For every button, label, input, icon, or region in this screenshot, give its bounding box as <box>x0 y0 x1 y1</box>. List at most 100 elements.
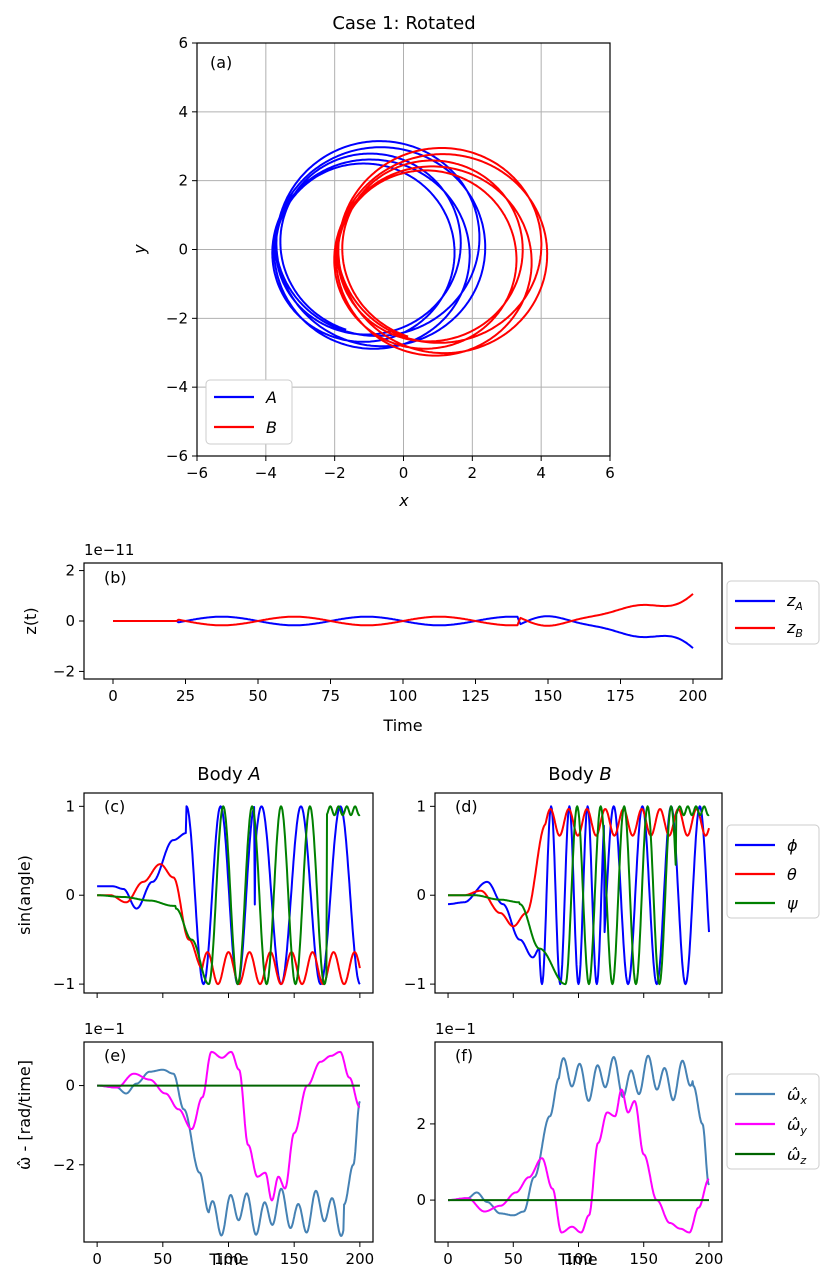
x-tick-label: 200 <box>695 1250 724 1268</box>
figure-title: Case 1: Rotated <box>332 13 475 34</box>
y-tick-label: 2 <box>416 1115 426 1133</box>
y-tick-label: 0 <box>65 886 75 904</box>
y-tick-label: 4 <box>178 103 188 121</box>
y-tick-label: 0 <box>178 241 188 259</box>
legend-label-phi: ϕ <box>787 836 798 855</box>
series-theta-b <box>447 808 710 928</box>
x-tick-label: 175 <box>606 687 635 705</box>
legend-label-wx: ω̂x <box>787 1085 807 1107</box>
x-tick-label: 100 <box>564 1250 593 1268</box>
x-tick-label: 200 <box>679 687 708 705</box>
panel-b-xlabel: Time <box>382 716 422 735</box>
series-psi-b <box>447 805 710 986</box>
panel-a-ticks: −6 −4 −2 0 2 4 6 6 4 2 0 −2 −4 −6 <box>166 34 615 482</box>
panel-b-label: (b) <box>104 568 127 587</box>
y-tick-label: −2 <box>166 309 188 327</box>
x-tick-label: 50 <box>504 1250 523 1268</box>
y-tick-label: 2 <box>65 562 75 580</box>
series-phi-b <box>447 805 710 986</box>
y-tick-label: −1 <box>53 975 75 993</box>
legend-label-zb: zB <box>786 618 803 640</box>
panel-f-xlabel: Time <box>557 1250 597 1269</box>
legend-box <box>726 1073 820 1170</box>
panel-e-offset: 1e−1 <box>84 1020 125 1038</box>
y-tick-label: −4 <box>166 378 188 396</box>
x-tick-label: 125 <box>461 687 490 705</box>
panel-d-curves <box>447 805 710 986</box>
y-tick-label: 2 <box>178 172 188 190</box>
x-tick-label: −6 <box>186 464 208 482</box>
panel-e-xlabel: Time <box>208 1250 248 1269</box>
panel-a-label: (a) <box>210 53 232 72</box>
panel-b-ticks: 0 25 50 75 100 125 150 175 200 2 0 −2 <box>53 562 707 705</box>
panel-c-ylabel: sin(angle) <box>15 855 34 935</box>
series-zb <box>113 593 694 627</box>
y-tick-label: 1 <box>416 797 426 815</box>
panel-e-ticks: 0 50 100 150 200 0 −2 <box>53 1077 374 1268</box>
x-tick-label: 100 <box>389 687 418 705</box>
x-tick-label: 150 <box>534 687 563 705</box>
y-tick-label: 0 <box>65 1077 75 1095</box>
y-tick-label: 6 <box>178 34 188 52</box>
x-tick-label: 200 <box>346 1250 375 1268</box>
y-tick-label: 1 <box>65 797 75 815</box>
x-tick-label: −4 <box>255 464 277 482</box>
panel-f-curves <box>447 1054 710 1234</box>
panel-d-legend: ϕ θ ψ <box>726 824 820 919</box>
y-tick-label: −2 <box>53 662 75 680</box>
panel-a-xlabel: x <box>398 491 409 510</box>
y-tick-label: 0 <box>416 886 426 904</box>
series-wx-a <box>96 1068 361 1237</box>
series-wx-b <box>447 1054 710 1217</box>
y-tick-label: 0 <box>65 612 75 630</box>
panel-c-curves <box>96 805 361 986</box>
series-theta-a <box>96 863 361 986</box>
legend-label-wy: ω̂y <box>787 1115 807 1137</box>
x-tick-label: 0 <box>108 687 118 705</box>
x-tick-label: 2 <box>468 464 478 482</box>
column-title-b: Body B <box>548 764 612 785</box>
panel-e-curves <box>96 1050 361 1237</box>
x-tick-label: 0 <box>443 1250 453 1268</box>
legend-label-theta: θ <box>787 865 797 884</box>
y-tick-label: 0 <box>416 1191 426 1209</box>
panel-f-label: (f) <box>455 1046 473 1065</box>
panel-b-legend: zA zB <box>726 580 820 645</box>
panel-e-label: (e) <box>104 1046 126 1065</box>
panel-e-frame <box>83 1041 374 1243</box>
panel-a-ylabel: y <box>130 244 149 255</box>
legend-label-za: zA <box>786 591 803 613</box>
panel-c-label: (c) <box>104 797 125 816</box>
panel-c-ticks: 1 0 −1 <box>53 797 361 998</box>
legend-box <box>205 379 293 445</box>
series-wy-a <box>96 1050 361 1202</box>
legend-box <box>726 824 820 919</box>
x-tick-label: 0 <box>399 464 409 482</box>
x-tick-label: 25 <box>176 687 195 705</box>
series-a-orbit <box>271 140 487 350</box>
panel-d-label: (d) <box>455 797 478 816</box>
x-tick-label: 6 <box>605 464 615 482</box>
y-tick-label: −2 <box>53 1156 75 1174</box>
panel-b-ylabel: z(t) <box>21 607 40 634</box>
x-tick-label: −2 <box>324 464 346 482</box>
series-b-orbit <box>333 147 549 357</box>
x-tick-label: 150 <box>280 1250 309 1268</box>
series-wy-b <box>447 1088 710 1234</box>
x-tick-label: 0 <box>92 1250 102 1268</box>
panel-f-legend: ω̂x ω̂y ω̂z <box>726 1073 820 1170</box>
x-tick-label: 75 <box>321 687 340 705</box>
panel-f-offset: 1e−1 <box>435 1020 476 1038</box>
y-tick-label: −6 <box>166 447 188 465</box>
panel-a-legend: A B <box>205 379 293 445</box>
panel-e-ylabel: ω̂ - [rad/time] <box>15 1060 34 1170</box>
x-tick-label: 50 <box>248 687 267 705</box>
x-tick-label: 50 <box>153 1250 172 1268</box>
legend-label-psi: ψ <box>787 894 798 913</box>
panel-f-ticks: 0 50 100 150 200 2 0 <box>416 1115 723 1268</box>
series-psi-a <box>96 805 361 986</box>
panel-b-curves <box>113 593 694 649</box>
x-tick-label: 100 <box>214 1250 243 1268</box>
y-tick-label: −1 <box>404 975 426 993</box>
legend-label-b: B <box>266 418 277 437</box>
